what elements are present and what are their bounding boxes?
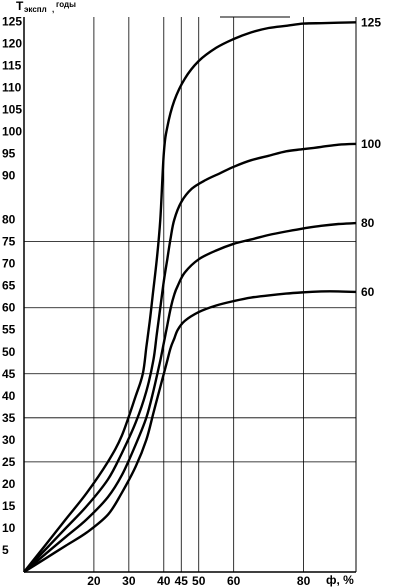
series-line-80 (23, 221, 357, 573)
x-tick-40: 40 (157, 574, 171, 588)
series-lines (23, 21, 357, 574)
y-tick-90: 90 (2, 169, 16, 183)
series-line-60 (23, 290, 357, 574)
y-axis-label-suffix: , (52, 5, 54, 14)
y-tick-75: 75 (2, 235, 16, 249)
y-tick-120: 120 (2, 36, 22, 50)
x-axis-label: ф, % (326, 573, 354, 587)
y-axis-label-sup: годы (56, 0, 76, 9)
series-labels: 125 100 80 60 (361, 15, 381, 299)
y-tick-105: 105 (2, 103, 22, 117)
x-tick-30: 30 (122, 574, 136, 588)
y-tick-100: 100 (2, 125, 22, 139)
y-tick-80: 80 (2, 213, 16, 227)
y-tick-55: 55 (2, 323, 16, 337)
y-tick-40: 40 (2, 389, 16, 403)
y-tick-labels: 5 10 15 20 25 30 35 40 45 50 55 60 65 70 75 80 90 95 100 10… (2, 14, 22, 557)
x-tick-45: 45 (175, 574, 189, 588)
axes (23, 16, 357, 573)
y-tick-70: 70 (2, 257, 16, 271)
x-tick-labels: 20 30 40 45 50 60 80 (87, 574, 310, 588)
y-axis-label-sub: экспл (24, 5, 47, 14)
y-tick-50: 50 (2, 345, 16, 359)
x-tick-80: 80 (297, 574, 311, 588)
series-label-80: 80 (361, 216, 375, 230)
y-tick-20: 20 (2, 477, 16, 491)
y-tick-110: 110 (2, 80, 22, 94)
y-tick-65: 65 (2, 279, 16, 293)
series-label-100: 100 (361, 137, 381, 151)
y-tick-115: 115 (2, 58, 22, 72)
y-tick-15: 15 (2, 499, 16, 513)
x-tick-50: 50 (192, 574, 206, 588)
x-tick-20: 20 (87, 574, 101, 588)
y-tick-25: 25 (2, 455, 16, 469)
y-tick-30: 30 (2, 433, 16, 447)
y-tick-35: 35 (2, 411, 16, 425)
grid (24, 17, 356, 572)
y-tick-10: 10 (2, 521, 16, 535)
y-axis-label-main: T (16, 0, 24, 13)
series-label-60: 60 (361, 285, 375, 299)
series-line-100 (23, 142, 357, 573)
y-tick-95: 95 (2, 147, 16, 161)
y-tick-125: 125 (2, 14, 22, 28)
y-tick-45: 45 (2, 367, 16, 381)
y-tick-5: 5 (2, 543, 9, 557)
series-line-125 (23, 21, 357, 573)
y-tick-60: 60 (2, 301, 16, 315)
series-label-125: 125 (361, 15, 381, 29)
x-tick-60: 60 (227, 574, 241, 588)
